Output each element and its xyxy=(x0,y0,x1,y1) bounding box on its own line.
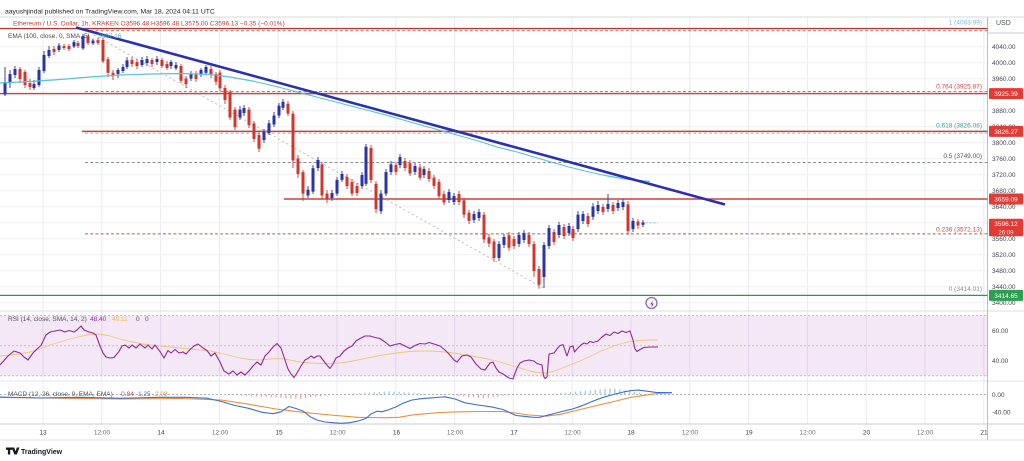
svg-text:12:00: 12:00 xyxy=(94,430,111,437)
svg-text:40.00: 40.00 xyxy=(992,358,1009,365)
svg-text:0.236 (3572.13): 0.236 (3572.13) xyxy=(936,227,982,234)
svg-text:14: 14 xyxy=(157,430,165,437)
svg-text:3697.16: 3697.16 xyxy=(98,33,122,40)
svg-text:0: 0 xyxy=(145,316,149,323)
svg-text:0.00: 0.00 xyxy=(992,392,1005,399)
svg-text:3659.09: 3659.09 xyxy=(994,196,1018,203)
svg-text:USD: USD xyxy=(996,20,1011,27)
svg-text:20: 20 xyxy=(863,430,871,437)
svg-text:18: 18 xyxy=(627,430,635,437)
svg-text:aayushjindal published on Trad: aayushjindal published on TradingView.co… xyxy=(5,9,215,16)
svg-text:26:09: 26:09 xyxy=(998,230,1014,236)
svg-text:3520.00: 3520.00 xyxy=(992,252,1016,259)
svg-text:-40.00: -40.00 xyxy=(992,410,1011,417)
svg-text:16: 16 xyxy=(393,430,401,437)
svg-text:3800.00: 3800.00 xyxy=(992,140,1016,147)
svg-text:Ethereum / U.S. Dollar, 1h, KR: Ethereum / U.S. Dollar, 1h, KRAKEN O3596… xyxy=(13,21,285,28)
svg-text:2.08: 2.08 xyxy=(155,391,168,398)
svg-text:3880.00: 3880.00 xyxy=(992,108,1016,115)
svg-text:12:00: 12:00 xyxy=(682,430,699,437)
svg-text:1.25: 1.25 xyxy=(138,391,151,398)
svg-text:3680.00: 3680.00 xyxy=(992,188,1016,195)
svg-text:3760.00: 3760.00 xyxy=(992,156,1016,163)
svg-text:12:00: 12:00 xyxy=(212,430,229,437)
svg-text:3925.39: 3925.39 xyxy=(994,91,1018,98)
svg-text:4040.00: 4040.00 xyxy=(992,44,1016,51)
svg-text:3960.00: 3960.00 xyxy=(992,76,1016,83)
svg-text:21: 21 xyxy=(980,430,988,437)
svg-text:3440.00: 3440.00 xyxy=(992,284,1016,291)
svg-text:3826.27: 3826.27 xyxy=(994,129,1018,136)
svg-text:12:00: 12:00 xyxy=(447,430,464,437)
svg-text:19: 19 xyxy=(745,430,753,437)
svg-text:3596.12: 3596.12 xyxy=(994,221,1018,228)
svg-text:0.618 (3826.06): 0.618 (3826.06) xyxy=(936,122,982,129)
svg-text:0 (3414.01): 0 (3414.01) xyxy=(949,286,982,293)
svg-text:12:00: 12:00 xyxy=(564,430,581,437)
svg-text:4000.00: 4000.00 xyxy=(992,60,1016,67)
svg-text:TradingView: TradingView xyxy=(21,449,63,456)
svg-text:12:00: 12:00 xyxy=(917,430,934,437)
svg-text:60.00: 60.00 xyxy=(992,328,1009,335)
svg-text:48.40: 48.40 xyxy=(90,316,107,323)
svg-text:3560.00: 3560.00 xyxy=(992,236,1016,243)
svg-text:12:00: 12:00 xyxy=(799,430,816,437)
svg-text:EMA (100, close, 0, SMA, 5): EMA (100, close, 0, SMA, 5) xyxy=(8,33,90,40)
svg-text:0.5 (3749.00): 0.5 (3749.00) xyxy=(943,153,982,160)
svg-text:0: 0 xyxy=(136,316,140,323)
svg-text:13: 13 xyxy=(39,430,47,437)
svg-text:3414.65: 3414.65 xyxy=(994,293,1018,300)
svg-text:0.764 (3925.87): 0.764 (3925.87) xyxy=(936,84,982,91)
svg-text:49.11: 49.11 xyxy=(112,316,128,323)
svg-text:3640.00: 3640.00 xyxy=(992,204,1016,211)
svg-text:15: 15 xyxy=(275,430,283,437)
svg-text:3720.00: 3720.00 xyxy=(992,172,1016,179)
svg-text:-0.84: -0.84 xyxy=(119,391,134,398)
svg-text:RSI (14, close, SMA, 14, 2): RSI (14, close, SMA, 14, 2) xyxy=(8,316,87,323)
svg-text:MACD (12, 26, close, 9, EMA, E: MACD (12, 26, close, 9, EMA, EMA) xyxy=(8,391,113,398)
svg-text:3400.00: 3400.00 xyxy=(992,300,1016,307)
svg-text:1 (4083.99): 1 (4083.99) xyxy=(949,19,982,26)
svg-text:3480.00: 3480.00 xyxy=(992,268,1016,275)
svg-text:12:00: 12:00 xyxy=(329,430,346,437)
svg-text:17: 17 xyxy=(510,430,518,437)
